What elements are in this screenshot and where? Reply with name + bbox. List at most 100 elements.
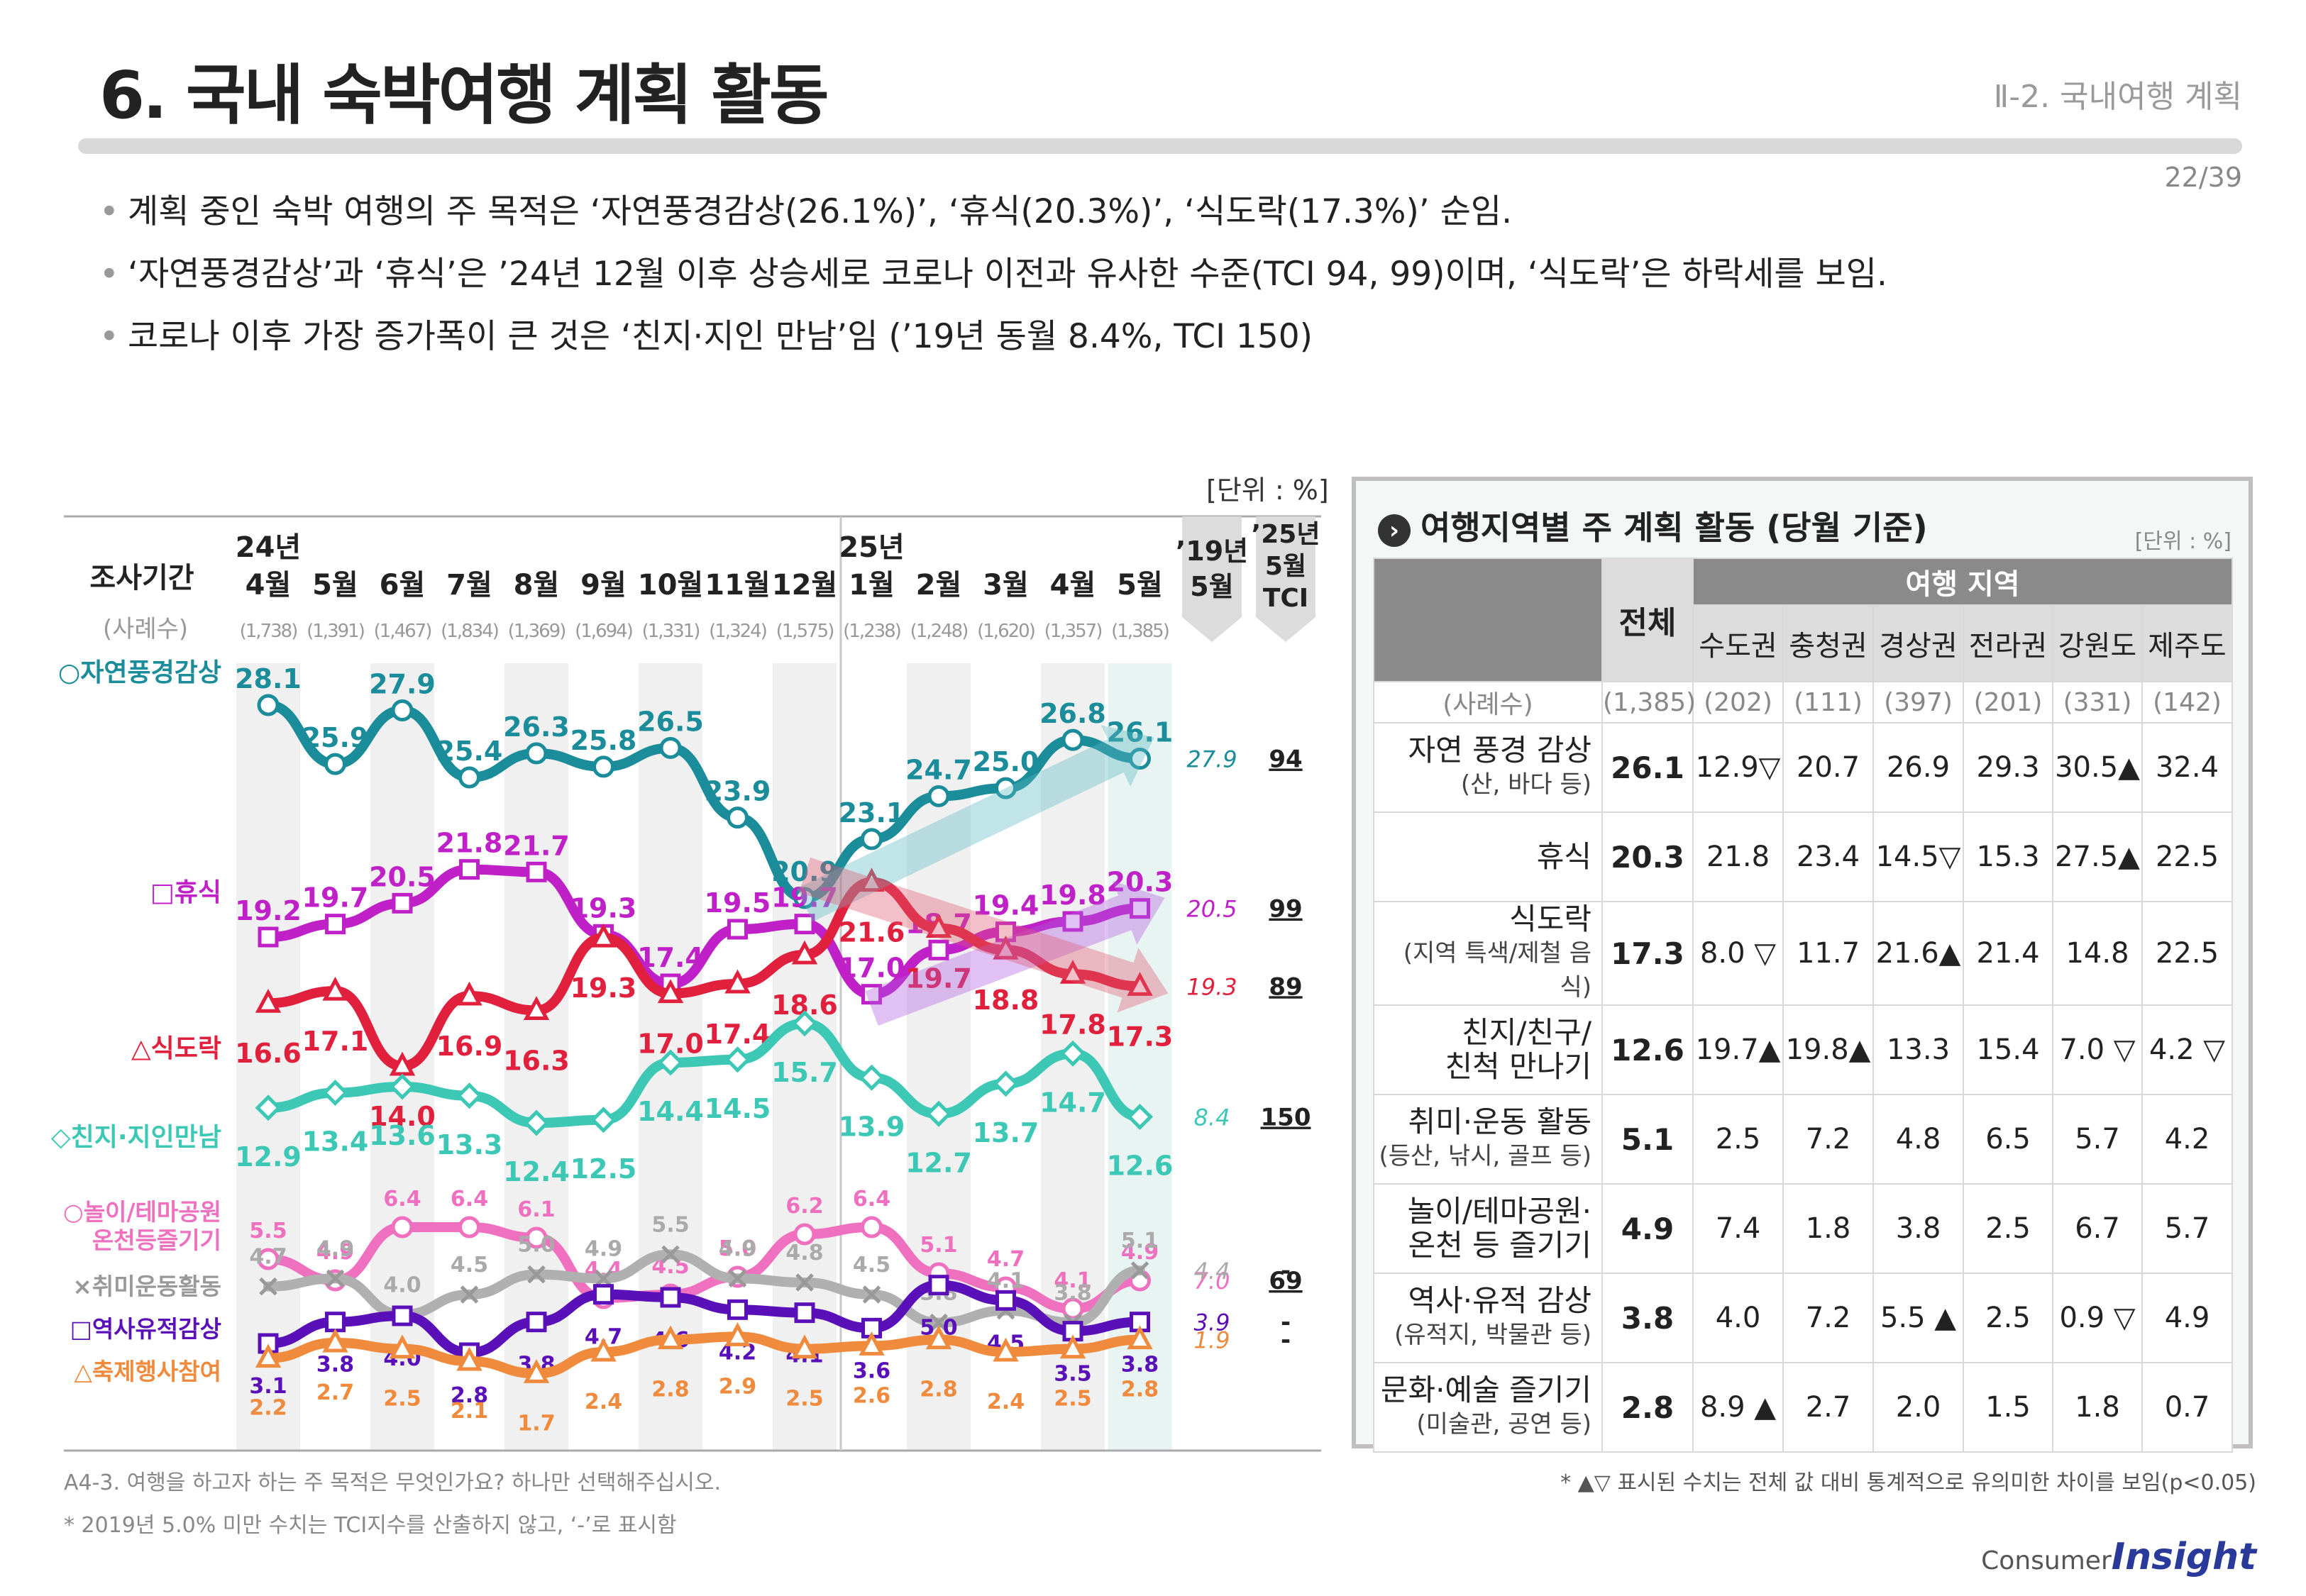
sample-cell: (202) — [1692, 681, 1784, 724]
row-label: 문화·예술 즐기기 (미술관, 공연 등) — [1373, 1362, 1603, 1453]
sample-size-label: (1,248) — [910, 621, 968, 642]
compare-header: ’19년 — [1176, 536, 1248, 567]
bullet-dot-icon: • — [99, 317, 119, 356]
data-point — [727, 919, 748, 940]
data-label: 26.3 — [503, 711, 570, 743]
month-label: 11월 — [705, 569, 770, 602]
data-label: 3.8 — [316, 1353, 354, 1378]
total-cell: 17.3 — [1601, 901, 1694, 1006]
ref-2019-value: 3.9 — [1194, 1309, 1230, 1336]
data-point — [659, 736, 682, 759]
row-label-main: 휴식 — [1536, 839, 1591, 874]
data-label: 5.1 — [920, 1233, 957, 1258]
data-label: 4.8 — [785, 1241, 823, 1265]
table-row: 친지/친구/친척 만나기 12.6 19.7▲ 19.8▲ 13.3 15.4 7.0 ▽ 4… — [1373, 1004, 2234, 1095]
ref-2019-value: 4.4 — [1194, 1258, 1230, 1285]
page-number: 22/39 — [2164, 162, 2242, 193]
data-label: 2.5 — [1054, 1387, 1091, 1412]
data-label: 14.7 — [1039, 1087, 1106, 1118]
data-label: 6.2 — [785, 1194, 823, 1219]
sample-header: (사례수) — [103, 615, 188, 643]
data-label: 26.8 — [1039, 698, 1106, 729]
data-label: 5.1 — [1121, 1229, 1159, 1253]
region-cell: 11.7 — [1782, 901, 1874, 1006]
sample-size-label: (1,391) — [307, 621, 364, 642]
data-label: 26.1 — [1107, 717, 1174, 748]
data-label: 16.9 — [436, 1031, 503, 1062]
data-point — [526, 861, 547, 882]
row-label-main: 친지/친구/ — [1462, 1015, 1591, 1050]
data-label: 4.5 — [451, 1253, 488, 1278]
region-header: 전라권 — [1963, 604, 2053, 682]
row-label: 휴식 — [1373, 811, 1603, 902]
data-label: 4.1 — [1054, 1268, 1091, 1293]
ref-2019-value: 20.5 — [1186, 896, 1237, 923]
data-label: 19.4 — [973, 890, 1039, 921]
region-cell: 1.8 — [2052, 1362, 2143, 1453]
data-label: 2.6 — [853, 1383, 890, 1408]
region-group-header: 여행 지역 — [1692, 558, 2234, 606]
data-label: 16.3 — [503, 1045, 570, 1076]
data-point — [592, 755, 614, 778]
data-point — [456, 1346, 482, 1371]
data-label: 17.4 — [637, 942, 704, 973]
data-label: 2.7 — [316, 1380, 354, 1405]
data-label: 18.8 — [973, 985, 1039, 1016]
data-point — [1126, 1103, 1154, 1131]
row-label-main: 문화·예술 즐기기 — [1380, 1373, 1591, 1407]
month-label: 10월 — [638, 569, 703, 602]
data-point — [460, 1285, 479, 1304]
data-label: 4.5 — [853, 1253, 890, 1278]
data-label: 13.3 — [436, 1129, 503, 1160]
tci-value: 94 — [1269, 746, 1302, 774]
month-label: 3월 — [983, 569, 1029, 602]
data-point — [255, 1095, 282, 1121]
region-cell: 23.4 — [1782, 811, 1874, 902]
data-point — [1059, 960, 1086, 984]
region-cell: 21.8 — [1692, 811, 1784, 902]
sample-size-label: (1,324) — [709, 621, 766, 642]
data-label: 14.4 — [637, 1096, 704, 1127]
data-point — [862, 1285, 881, 1304]
data-label: 21.7 — [503, 830, 570, 861]
logo-small-text: Consumer — [1981, 1546, 2112, 1575]
data-label: 1.7 — [517, 1411, 555, 1436]
brand-logo: ConsumerInsight — [1981, 1536, 2256, 1578]
data-label: 25.8 — [570, 725, 637, 756]
table-row: 문화·예술 즐기기 (미술관, 공연 등) 2.8 8.9 ▲ 2.7 2.0 1.5 1.8… — [1373, 1362, 2234, 1453]
data-label: 21.6 — [839, 917, 905, 948]
data-point — [590, 1337, 617, 1362]
data-label: 25.4 — [436, 736, 503, 767]
data-label: 17.1 — [302, 1026, 369, 1057]
tci-value: 150 — [1261, 1104, 1311, 1132]
data-point — [523, 1359, 550, 1383]
row-label-sub: (미술관, 공연 등) — [1416, 1410, 1591, 1439]
sample-size-label: (1,238) — [843, 621, 900, 642]
region-header: 수도권 — [1692, 604, 1784, 682]
month-label: 5월 — [1117, 569, 1163, 602]
row-label: 자연 풍경 감상 (산, 바다 등) — [1373, 722, 1603, 813]
row-label: 취미·운동 활동 (등산, 낚시, 골프 등) — [1373, 1094, 1603, 1185]
trend-arrow-up — [796, 725, 1154, 922]
data-label: 2.9 — [719, 1374, 756, 1399]
data-label: 5.5 — [249, 1219, 287, 1243]
data-label: 15.7 — [771, 1057, 838, 1088]
tci-column-tag — [1256, 516, 1315, 642]
data-point — [257, 694, 280, 716]
bullet-dot-icon: • — [99, 192, 119, 231]
data-label: 4.9 — [316, 1240, 354, 1265]
series-legend-label: ◇친지·지인만남 — [51, 1123, 221, 1152]
data-label: 4.9 — [719, 1236, 756, 1261]
data-point — [995, 1290, 1016, 1311]
row-label-sub: 친척 만나기 — [1445, 1049, 1591, 1084]
data-point — [590, 1107, 617, 1134]
month-label: 8월 — [514, 569, 560, 602]
data-point — [858, 1064, 886, 1091]
data-label: 24.7 — [905, 754, 972, 785]
region-header: 제주도 — [2141, 604, 2234, 682]
region-cell: 29.3 — [1963, 722, 2053, 813]
region-header: 경상권 — [1872, 604, 1964, 682]
data-label: 2.5 — [785, 1387, 823, 1412]
data-point — [527, 1265, 546, 1284]
month-label: 12월 — [772, 569, 837, 602]
